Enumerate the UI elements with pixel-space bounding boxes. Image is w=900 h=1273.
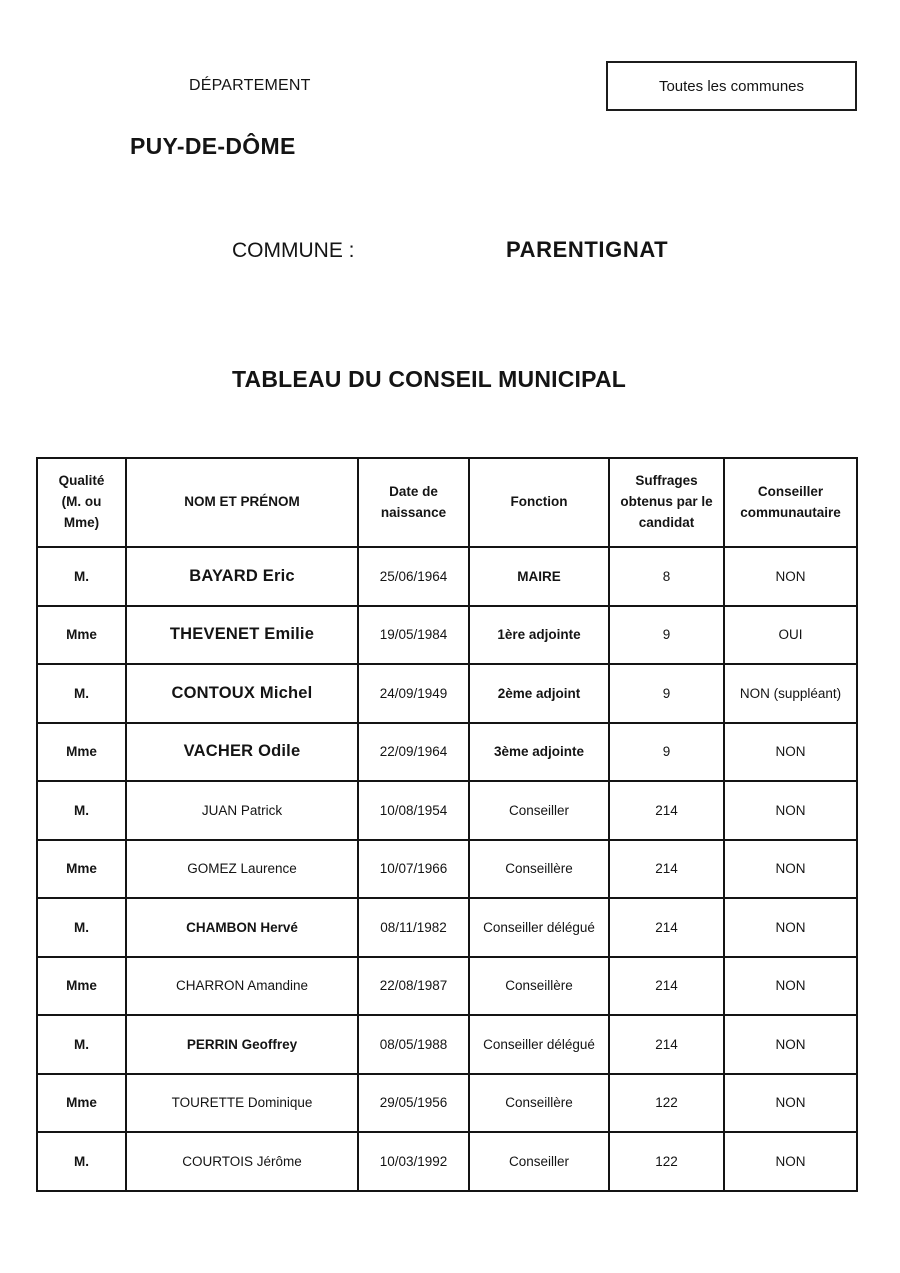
function-cell: Conseiller [468, 1131, 610, 1192]
function-cell: Conseillère [468, 838, 610, 899]
community-councillor-cell: NON [723, 546, 858, 607]
table-row: Mme VACHER Odile 22/09/1964 3ème adjointe 9 N… [36, 721, 858, 782]
column-header-2: Date de naissance [357, 457, 470, 548]
community-councillor-cell: NON [723, 780, 858, 841]
qualite-cell: Mme [36, 604, 127, 665]
table-row: Mme THEVENET Emilie 19/05/1984 1ère adjoint… [36, 604, 858, 665]
name-cell: CONTOUX Michel [125, 663, 359, 724]
function-cell: 2ème adjoint [468, 663, 610, 724]
table-row: Mme TOURETTE Dominique 29/05/1956 Conseillè… [36, 1072, 858, 1133]
community-councillor-cell: NON [723, 838, 858, 899]
birthdate-cell: 25/06/1964 [357, 546, 470, 607]
birthdate-cell: 10/08/1954 [357, 780, 470, 841]
votes-cell: 9 [608, 604, 725, 665]
votes-cell: 214 [608, 780, 725, 841]
name-cell: BAYARD Eric [125, 546, 359, 607]
votes-cell: 9 [608, 721, 725, 782]
qualite-cell: M. [36, 663, 127, 724]
community-councillor-cell: NON [723, 1014, 858, 1075]
column-header-1: NOM ET PRÉNOM [125, 457, 359, 548]
table-header-row: Qualité (M. ou Mme) NOM ET PRÉNOM Date de … [36, 457, 858, 548]
table-row: M. CHAMBON Hervé 08/11/1982 Conseiller délé… [36, 897, 858, 958]
table-row: M. BAYARD Eric 25/06/1964 MAIRE 8 NON [36, 546, 858, 607]
table-row: M. PERRIN Geoffrey 08/05/1988 Conseiller dé… [36, 1014, 858, 1075]
table-row: M. CONTOUX Michel 24/09/1949 2ème adjoint 9 N… [36, 663, 858, 724]
birthdate-cell: 22/08/1987 [357, 955, 470, 1016]
community-councillor-cell: NON [723, 721, 858, 782]
function-cell: MAIRE [468, 546, 610, 607]
function-cell: 1ère adjointe [468, 604, 610, 665]
community-councillor-cell: NON [723, 897, 858, 958]
name-cell: COURTOIS Jérôme [125, 1131, 359, 1192]
page-title: TABLEAU DU CONSEIL MUNICIPAL [232, 366, 627, 392]
function-cell: Conseiller délégué [468, 1014, 610, 1075]
name-cell: GOMEZ Laurence [125, 838, 359, 899]
name-cell: TOURETTE Dominique [125, 1072, 359, 1133]
votes-cell: 214 [608, 955, 725, 1016]
name-cell: JUAN Patrick [125, 780, 359, 841]
qualite-cell: M. [36, 1014, 127, 1075]
qualite-cell: M. [36, 1131, 127, 1192]
department-name: PUY-DE-DÔME [130, 133, 296, 159]
column-header-4: Suffrages obtenus par le candidat [608, 457, 725, 548]
name-cell: CHAMBON Hervé [125, 897, 359, 958]
all-communes-button[interactable]: Toutes les communes [606, 61, 857, 111]
table-row: M. JUAN Patrick 10/08/1954 Conseiller 214 NON [36, 780, 858, 841]
department-label: DÉPARTEMENT [189, 77, 311, 94]
table-row: Mme CHARRON Amandine 22/08/1987 Conseillère… [36, 955, 858, 1016]
birthdate-cell: 08/11/1982 [357, 897, 470, 958]
birthdate-cell: 29/05/1956 [357, 1072, 470, 1133]
birthdate-cell: 19/05/1984 [357, 604, 470, 665]
commune-label: COMMUNE : [232, 239, 355, 262]
name-cell: CHARRON Amandine [125, 955, 359, 1016]
name-cell: THEVENET Emilie [125, 604, 359, 665]
birthdate-cell: 24/09/1949 [357, 663, 470, 724]
function-cell: Conseillère [468, 955, 610, 1016]
community-councillor-cell: NON [723, 955, 858, 1016]
column-header-5: Conseiller communautaire [723, 457, 858, 548]
birthdate-cell: 10/03/1992 [357, 1131, 470, 1192]
function-cell: Conseillère [468, 1072, 610, 1133]
column-header-0: Qualité (M. ou Mme) [36, 457, 127, 548]
community-councillor-cell: OUI [723, 604, 858, 665]
commune-name: PARENTIGNAT [506, 237, 669, 262]
table-row: Mme GOMEZ Laurence 10/07/1966 Conseillère 21… [36, 838, 858, 899]
community-councillor-cell: NON (suppléant) [723, 663, 858, 724]
votes-cell: 214 [608, 897, 725, 958]
qualite-cell: M. [36, 897, 127, 958]
table-row: M. COURTOIS Jérôme 10/03/1992 Conseiller 122… [36, 1131, 858, 1192]
votes-cell: 122 [608, 1131, 725, 1192]
community-councillor-cell: NON [723, 1131, 858, 1192]
name-cell: PERRIN Geoffrey [125, 1014, 359, 1075]
qualite-cell: M. [36, 780, 127, 841]
birthdate-cell: 08/05/1988 [357, 1014, 470, 1075]
function-cell: 3ème adjointe [468, 721, 610, 782]
votes-cell: 214 [608, 838, 725, 899]
all-communes-button-label: Toutes les communes [658, 77, 805, 95]
function-cell: Conseiller délégué [468, 897, 610, 958]
qualite-cell: Mme [36, 838, 127, 899]
name-cell: VACHER Odile [125, 721, 359, 782]
birthdate-cell: 10/07/1966 [357, 838, 470, 899]
qualite-cell: Mme [36, 1072, 127, 1133]
votes-cell: 214 [608, 1014, 725, 1075]
column-header-3: Fonction [468, 457, 610, 548]
birthdate-cell: 22/09/1964 [357, 721, 470, 782]
votes-cell: 9 [608, 663, 725, 724]
qualite-cell: Mme [36, 955, 127, 1016]
council-table-body: M. BAYARD Eric 25/06/1964 MAIRE 8 NON Mme THEVE… [36, 546, 858, 1192]
votes-cell: 8 [608, 546, 725, 607]
function-cell: Conseiller [468, 780, 610, 841]
qualite-cell: Mme [36, 721, 127, 782]
council-table: Qualité (M. ou Mme) NOM ET PRÉNOM Date de … [36, 457, 858, 1192]
votes-cell: 122 [608, 1072, 725, 1133]
community-councillor-cell: NON [723, 1072, 858, 1133]
qualite-cell: M. [36, 546, 127, 607]
